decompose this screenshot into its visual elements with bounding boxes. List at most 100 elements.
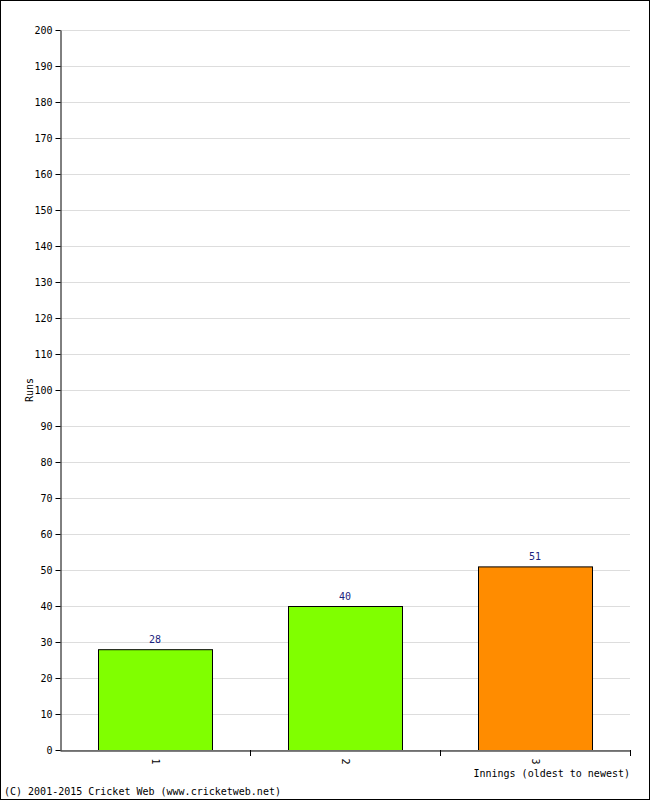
- x-tick: 3: [530, 751, 541, 765]
- y-tick-mark: [56, 318, 61, 319]
- y-tick-label: 0: [46, 745, 52, 756]
- y-tick: 140: [34, 241, 60, 252]
- y-tick-mark: [56, 66, 61, 67]
- y-tick: 30: [40, 637, 60, 648]
- y-tick-mark: [56, 30, 61, 31]
- category-separator: [250, 750, 251, 756]
- x-axis-line: [61, 751, 631, 752]
- grid-line: [60, 30, 630, 31]
- data-labels: 284051: [149, 551, 541, 645]
- chart-container: 0102030405060708090100110120130140150160…: [0, 0, 650, 800]
- y-tick-mark: [56, 714, 61, 715]
- category-separator: [440, 750, 441, 756]
- category-separators: [251, 750, 631, 756]
- x-axis: 1 2 3: [61, 751, 631, 765]
- grid-line: [60, 282, 630, 283]
- grid-line: [60, 426, 630, 427]
- y-tick: 190: [34, 61, 60, 72]
- y-tick: 90: [40, 421, 60, 432]
- y-tick-label: 160: [34, 169, 52, 180]
- x-tick-label: 2: [340, 759, 351, 765]
- data-label: 51: [529, 551, 541, 562]
- y-tick: 130: [34, 277, 60, 288]
- y-tick-label: 90: [40, 421, 52, 432]
- y-tick: 150: [34, 205, 60, 216]
- y-tick-mark: [56, 174, 61, 175]
- grid-line: [60, 354, 630, 355]
- y-tick: 70: [40, 493, 60, 504]
- y-tick-mark: [56, 462, 61, 463]
- y-tick-mark: [56, 678, 61, 679]
- y-tick-label: 190: [34, 61, 52, 72]
- chart-svg: 0102030405060708090100110120130140150160…: [0, 0, 650, 800]
- grid-line: [60, 390, 630, 391]
- y-tick: 120: [34, 313, 60, 324]
- grid-line: [60, 750, 630, 751]
- y-tick-mark: [56, 534, 61, 535]
- x-tick-label: 1: [150, 759, 161, 765]
- y-tick-label: 60: [40, 529, 52, 540]
- grid-line: [60, 66, 630, 67]
- annotation: (C) 2001-2015 Cricket Web (www.cricketwe…: [4, 786, 281, 797]
- grid-line: [60, 462, 630, 463]
- y-tick: 180: [34, 97, 60, 108]
- grid-line: [60, 246, 630, 247]
- y-tick: 110: [34, 349, 60, 360]
- bar: [479, 567, 593, 750]
- y-tick-mark: [56, 246, 61, 247]
- y-tick: 60: [40, 529, 60, 540]
- y-tick: 40: [40, 601, 60, 612]
- grid-line: [60, 174, 630, 175]
- y-tick-mark: [56, 390, 61, 391]
- y-tick: 200: [34, 25, 60, 36]
- y-tick: 100: [34, 385, 60, 396]
- y-tick-label: 40: [40, 601, 52, 612]
- grid-line: [60, 318, 630, 319]
- x-tick: 2: [340, 751, 351, 765]
- y-tick-mark: [56, 498, 61, 499]
- y-tick-mark: [56, 570, 61, 571]
- y-tick-label: 180: [34, 97, 52, 108]
- bar: [289, 607, 403, 751]
- y-tick: 10: [40, 709, 60, 720]
- y-tick-label: 30: [40, 637, 52, 648]
- y-axis-title: Runs: [24, 378, 35, 402]
- y-axis: 0 10 20 30 40 50 60 70 80 90 100 110 120 130 140 150 160…: [34, 25, 61, 756]
- grid-line: [60, 102, 630, 103]
- grid-line: [60, 498, 630, 499]
- x-axis-title: Innings (oldest to newest): [473, 768, 630, 779]
- y-tick: 170: [34, 133, 60, 144]
- grid-line: [60, 534, 630, 535]
- y-tick-mark: [56, 138, 61, 139]
- y-tick-mark: [56, 606, 61, 607]
- y-tick-mark: [56, 354, 61, 355]
- grid-line: [60, 138, 630, 139]
- y-tick-label: 120: [34, 313, 52, 324]
- category-separator: [630, 750, 631, 756]
- y-tick-mark: [56, 102, 61, 103]
- y-tick-mark: [56, 282, 61, 283]
- y-tick-label: 110: [34, 349, 52, 360]
- y-tick: 20: [40, 673, 60, 684]
- grid-line: [60, 210, 630, 211]
- y-tick-label: 70: [40, 493, 52, 504]
- y-tick-label: 50: [40, 565, 52, 576]
- x-tick-label: 3: [530, 759, 541, 765]
- data-label: 40: [339, 591, 351, 602]
- y-tick-mark: [56, 750, 61, 751]
- y-tick-label: 200: [34, 25, 52, 36]
- y-tick-label: 10: [40, 709, 52, 720]
- y-tick-mark: [56, 642, 61, 643]
- y-tick-label: 80: [40, 457, 52, 468]
- y-tick: 50: [40, 565, 60, 576]
- y-tick-mark: [56, 210, 61, 211]
- y-tick-label: 130: [34, 277, 52, 288]
- y-tick-label: 150: [34, 205, 52, 216]
- y-tick-label: 140: [34, 241, 52, 252]
- y-tick-label: 170: [34, 133, 52, 144]
- grid: [60, 31, 630, 751]
- x-tick: 1: [150, 751, 161, 765]
- y-tick: 0: [46, 745, 60, 756]
- bar: [99, 650, 213, 750]
- y-tick: 80: [40, 457, 60, 468]
